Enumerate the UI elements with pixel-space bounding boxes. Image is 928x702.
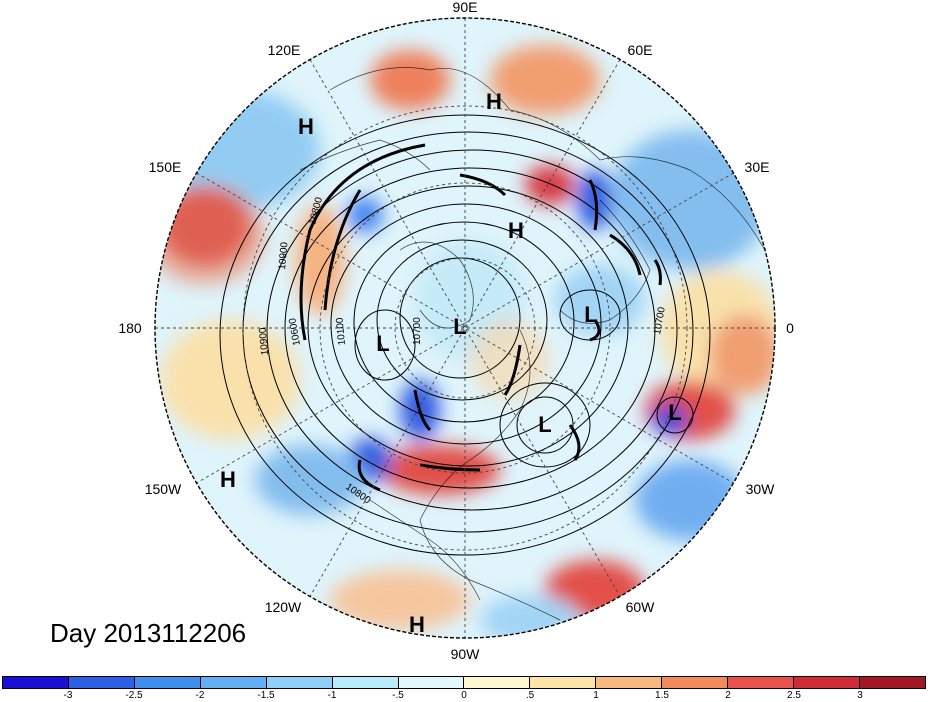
low-pressure-label: L [584, 302, 597, 327]
colorbar-cell [859, 677, 925, 688]
colorbar-tick-label: 2 [725, 690, 731, 701]
colorbar-cell [596, 677, 663, 688]
colorbar-cell [134, 677, 201, 688]
colorbar-cell [3, 677, 69, 688]
low-pressure-label: L [453, 314, 466, 339]
graticule [155, 18, 775, 638]
contour-label: 10600 [287, 317, 303, 347]
colorbar-cell [266, 677, 333, 688]
contour-labels: 10800 10900 10900 10600 10100 10700 1070… [258, 196, 668, 507]
colorbar-cell [398, 677, 465, 688]
high-pressure-label: H [486, 89, 502, 114]
low-pressure-label: L [668, 400, 681, 425]
date-label: Day 2013112206 [50, 618, 247, 648]
colorbar-cell [530, 677, 597, 688]
low-pressure-label: L [376, 331, 389, 356]
lon-label: 60E [628, 42, 653, 58]
colorbar-cell [728, 677, 795, 688]
colorbar-cell [794, 677, 860, 688]
colorbar-cell [200, 677, 267, 688]
colorbar-tick-label: -1 [327, 690, 337, 701]
colorbar-tick-label: 3 [857, 690, 863, 701]
colorbar-cell [464, 677, 531, 688]
contour-label: 10100 [335, 317, 348, 346]
lon-label: 120E [268, 42, 301, 58]
lon-label: 150W [145, 481, 182, 497]
contour-label: 10900 [277, 241, 290, 270]
lon-label: 30W [746, 481, 776, 497]
anomaly-field [155, 18, 775, 638]
jet-contours [299, 143, 662, 492]
colorbar-tick-label: 1 [593, 690, 599, 701]
colorbar-tick-label: -2 [195, 690, 205, 701]
colorbar-tick-label: -2.5 [125, 690, 143, 701]
colorbar-tick-label: -.5 [392, 690, 404, 701]
high-pressure-label: H [298, 114, 314, 139]
lon-label: 60W [626, 599, 656, 615]
colorbar-ticks: -3 -2.5 -2 -1.5 -1 -.5 0 .5 1 1.5 2 2.5 3 [2, 690, 926, 702]
pressure-centers: H H H L L L L L H H [220, 89, 682, 637]
contour-label: 10700 [412, 317, 423, 345]
lon-label: 90W [451, 646, 481, 662]
coastlines [299, 67, 771, 621]
colorbar-tick-label: -3 [63, 690, 73, 701]
colorbar-cell [68, 677, 135, 688]
lon-label: 30E [745, 159, 770, 175]
lon-label: 150E [149, 159, 182, 175]
colorbar-tick-label: 1.5 [655, 690, 669, 701]
high-pressure-label: H [220, 467, 236, 492]
map-border [154, 17, 776, 639]
colorbar-tick-label: .5 [525, 690, 535, 701]
contour-label: 10700 [652, 306, 668, 336]
lon-label: 120W [265, 599, 302, 615]
lon-label: 90E [453, 0, 478, 15]
colorbar-cell [662, 677, 729, 688]
colorbar-tick-label: 2.5 [787, 690, 801, 701]
colorbar-tick-label: -1.5 [257, 690, 275, 701]
high-pressure-label: H [409, 612, 425, 637]
high-pressure-label: H [508, 218, 524, 243]
colorbar-cell [332, 677, 399, 688]
contour-label: 10900 [258, 327, 271, 356]
low-pressure-label: L [538, 412, 551, 437]
colorbar [2, 676, 926, 689]
longitude-labels: 90E 60E 30E 0 30W 60W 90W 120W 150W 180 … [118, 0, 794, 662]
lon-label: 180 [118, 320, 142, 336]
lon-label: 0 [786, 320, 794, 336]
colorbar-tick-label: 0 [461, 690, 467, 701]
